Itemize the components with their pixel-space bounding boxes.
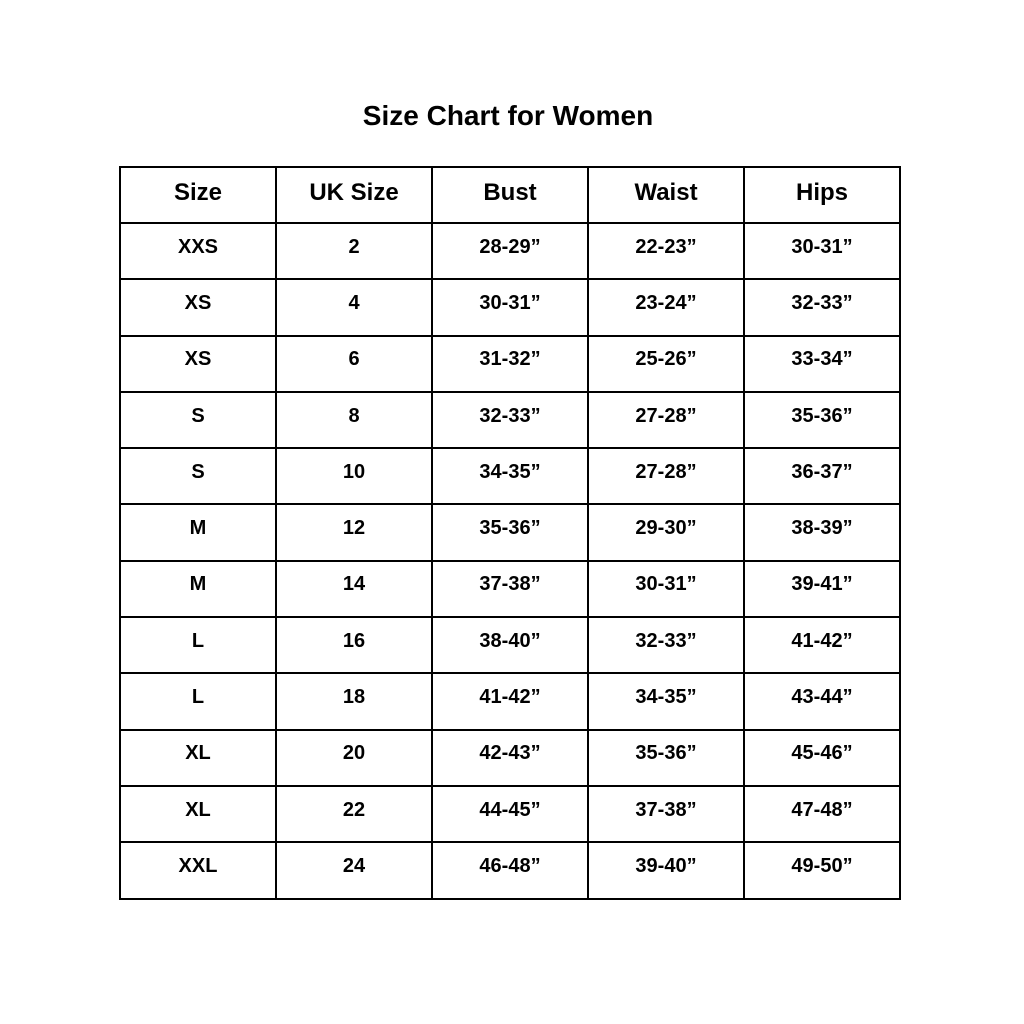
table-cell: 30-31” (431, 278, 589, 337)
table-cell: M (119, 503, 277, 562)
page-title: Size Chart for Women (362, 100, 654, 131)
table-cell: XXL (119, 841, 277, 900)
table-cell: 22 (275, 784, 433, 844)
table-cell: 20 (275, 728, 433, 787)
table-cell: 14 (275, 559, 433, 619)
table-cell: 31-32” (431, 334, 589, 393)
table-cell: 4 (275, 278, 433, 337)
header-row: Size UK Size Bust Waist Hips (119, 166, 901, 224)
table-row: XL 20 42-43” 35-36” 45-46” (119, 728, 901, 787)
table-cell: XS (119, 334, 277, 393)
table-row: XS 6 31-32” 25-26” 33-34” (119, 334, 901, 393)
table-cell: 45-46” (743, 728, 901, 787)
table-cell: S (119, 390, 277, 450)
table-cell: 32-33” (431, 390, 589, 450)
table-row: XL 22 44-45” 37-38” 47-48” (119, 784, 901, 844)
table-cell: 32-33” (743, 278, 901, 337)
table-cell: 18 (275, 672, 433, 731)
table-cell: 8 (275, 390, 433, 450)
table-row: L 16 38-40” 32-33” 41-42” (119, 616, 901, 675)
table-cell: 25-26” (587, 334, 745, 393)
table-row: XS 4 30-31” 23-24” 32-33” (119, 278, 901, 337)
table-cell: XXS (119, 221, 277, 281)
table-cell: 12 (275, 503, 433, 562)
table-cell: 29-30” (587, 503, 745, 562)
table-body: XXS 2 28-29” 22-23” 30-31” XS 4 30-31” 23-24” 32-… (119, 221, 901, 900)
table-cell: 24 (275, 841, 433, 900)
table-cell: 37-38” (431, 559, 589, 619)
table-cell: 23-24” (587, 278, 745, 337)
table-cell: 27-28” (587, 390, 745, 450)
table-cell: M (119, 559, 277, 619)
table-cell: L (119, 672, 277, 731)
table-row: M 12 35-36” 29-30” 38-39” (119, 503, 901, 562)
table-row: L 18 41-42” 34-35” 43-44” (119, 672, 901, 731)
column-header: Bust (431, 166, 589, 224)
table-row: S 10 34-35” 27-28” 36-37” (119, 447, 901, 506)
table-cell: 35-36” (587, 728, 745, 787)
column-header: Waist (587, 166, 745, 224)
table-cell: 30-31” (587, 559, 745, 619)
table-cell: 39-40” (587, 841, 745, 900)
table-cell: 42-43” (431, 728, 589, 787)
column-header: Hips (743, 166, 901, 224)
table-cell: 37-38” (587, 784, 745, 844)
table-cell: 6 (275, 334, 433, 393)
table-cell: 41-42” (743, 616, 901, 675)
table-cell: S (119, 447, 277, 506)
table-cell: L (119, 616, 277, 675)
table-cell: 43-44” (743, 672, 901, 731)
table-cell: 49-50” (743, 841, 901, 900)
table-cell: 38-40” (431, 616, 589, 675)
column-header: UK Size (275, 166, 433, 224)
table-cell: 2 (275, 221, 433, 281)
table-row: XXS 2 28-29” 22-23” 30-31” (119, 221, 901, 281)
table-cell: XS (119, 278, 277, 337)
table-cell: 16 (275, 616, 433, 675)
table-cell: 35-36” (431, 503, 589, 562)
table-cell: 33-34” (743, 334, 901, 393)
table-cell: 22-23” (587, 221, 745, 281)
table-cell: XL (119, 784, 277, 844)
table-cell: 34-35” (431, 447, 589, 506)
table-cell: XL (119, 728, 277, 787)
column-header: Size (119, 166, 277, 224)
table-cell: 28-29” (431, 221, 589, 281)
table-cell: 46-48” (431, 841, 589, 900)
table-cell: 10 (275, 447, 433, 506)
table-cell: 30-31” (743, 221, 901, 281)
table-row: XXL 24 46-48” 39-40” 49-50” (119, 841, 901, 900)
table-cell: 39-41” (743, 559, 901, 619)
table-cell: 32-33” (587, 616, 745, 675)
table-cell: 41-42” (431, 672, 589, 731)
table-cell: 38-39” (743, 503, 901, 562)
table-cell: 36-37” (743, 447, 901, 506)
table-cell: 35-36” (743, 390, 901, 450)
table-cell: 34-35” (587, 672, 745, 731)
table-cell: 27-28” (587, 447, 745, 506)
table-cell: 47-48” (743, 784, 901, 844)
table-cell: 44-45” (431, 784, 589, 844)
size-chart-table: Size UK Size Bust Waist Hips XXS 2 28-29” 22-23… (119, 166, 901, 900)
table-row: M 14 37-38” 30-31” 39-41” (119, 559, 901, 619)
table-row: S 8 32-33” 27-28” 35-36” (119, 390, 901, 450)
